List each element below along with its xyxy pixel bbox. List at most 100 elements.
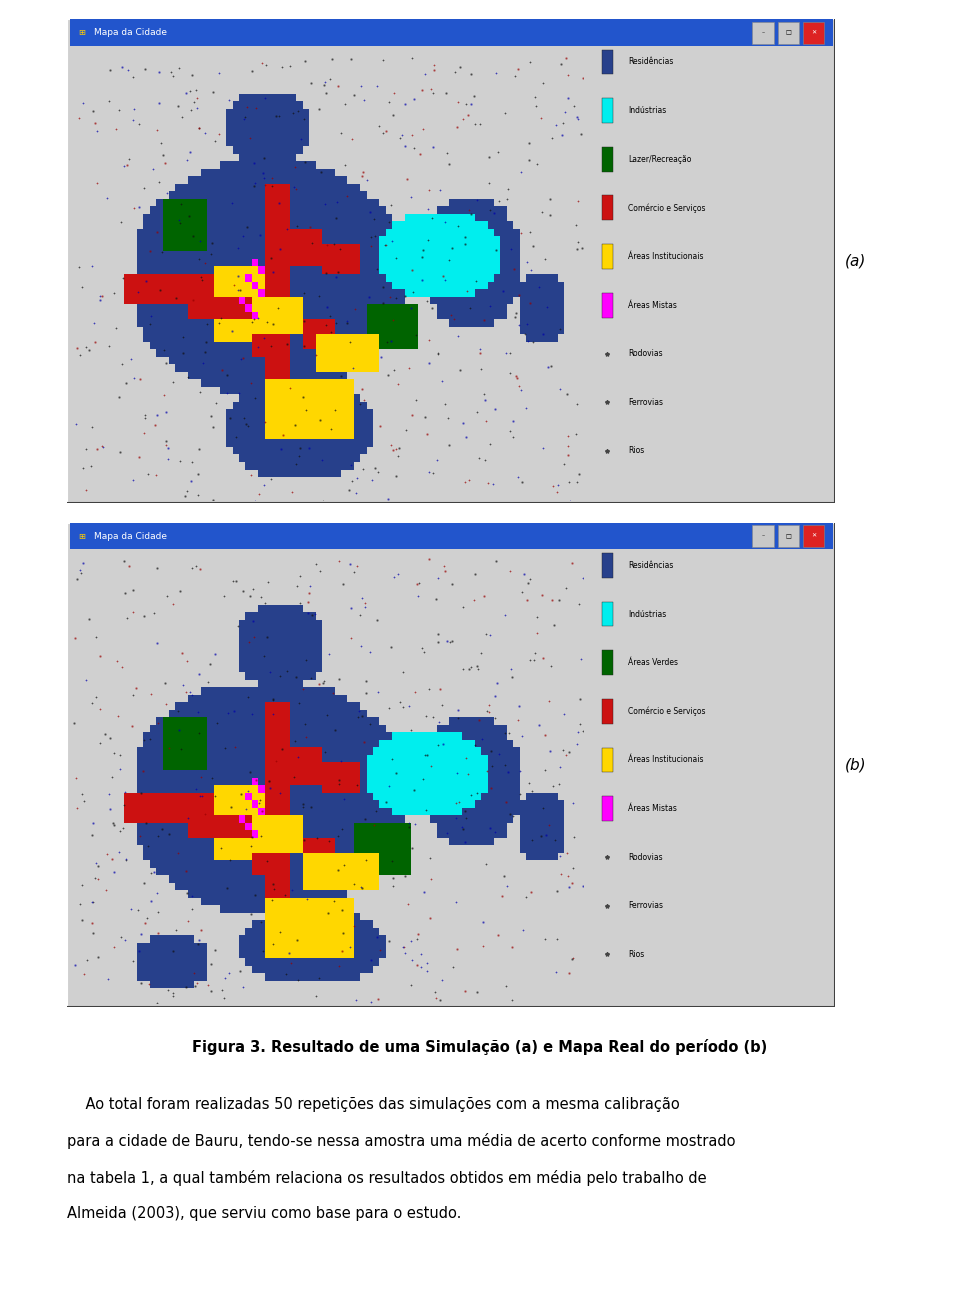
Bar xyxy=(367,942,372,950)
Bar xyxy=(444,747,449,755)
Bar xyxy=(341,740,348,747)
Bar xyxy=(449,724,456,732)
Bar xyxy=(156,973,162,981)
Bar xyxy=(360,777,367,785)
Bar xyxy=(309,695,316,702)
Bar xyxy=(481,252,488,259)
Bar xyxy=(143,221,150,229)
Bar xyxy=(539,327,545,334)
Bar xyxy=(284,724,290,732)
Bar xyxy=(188,800,195,808)
Bar xyxy=(328,718,335,724)
Text: Áreas Mistas: Áreas Mistas xyxy=(628,301,677,310)
Bar xyxy=(411,289,418,297)
Bar xyxy=(386,769,392,777)
Bar xyxy=(545,800,551,808)
Bar xyxy=(284,785,290,793)
Bar xyxy=(232,214,239,221)
Bar xyxy=(213,883,220,891)
Bar xyxy=(475,800,481,808)
Bar xyxy=(539,281,545,289)
Bar xyxy=(507,236,514,244)
Bar xyxy=(322,334,328,342)
Bar xyxy=(354,883,360,891)
Bar xyxy=(437,808,444,815)
Bar xyxy=(213,177,220,183)
Bar xyxy=(258,161,265,169)
Bar xyxy=(372,868,379,875)
Bar xyxy=(297,289,302,297)
Bar xyxy=(430,755,437,763)
Bar xyxy=(444,207,449,214)
Bar xyxy=(284,673,290,680)
Bar xyxy=(507,777,514,785)
Bar xyxy=(341,191,348,199)
Bar xyxy=(176,860,181,868)
Bar xyxy=(176,702,181,710)
Bar xyxy=(169,942,176,950)
Bar xyxy=(354,747,360,755)
Bar xyxy=(252,687,258,695)
Bar xyxy=(507,793,514,800)
Bar xyxy=(316,439,322,447)
Bar xyxy=(475,207,481,214)
Bar xyxy=(290,356,297,364)
Bar xyxy=(239,229,246,236)
Bar xyxy=(265,387,271,394)
Bar xyxy=(372,808,379,815)
Bar xyxy=(277,266,284,274)
Bar xyxy=(220,229,227,236)
Bar xyxy=(181,289,188,297)
Bar xyxy=(232,432,239,439)
Bar xyxy=(258,657,265,665)
Bar xyxy=(150,936,156,942)
Bar xyxy=(277,364,284,372)
Bar xyxy=(297,364,302,372)
Bar xyxy=(405,334,411,342)
Bar xyxy=(290,973,297,981)
Bar xyxy=(201,769,207,777)
Bar xyxy=(213,183,220,191)
Bar xyxy=(551,289,558,297)
Bar xyxy=(169,785,176,793)
Bar xyxy=(392,732,398,740)
Bar xyxy=(220,793,227,800)
Bar xyxy=(290,394,297,402)
Bar xyxy=(494,793,500,800)
Bar xyxy=(239,808,246,815)
Bar xyxy=(386,830,392,838)
Bar xyxy=(213,356,220,364)
Bar xyxy=(367,740,372,747)
Bar xyxy=(265,740,271,747)
Bar xyxy=(328,860,335,868)
Bar xyxy=(162,199,169,207)
Bar xyxy=(258,875,265,883)
Bar xyxy=(341,830,348,838)
Bar xyxy=(372,221,379,229)
Text: –: – xyxy=(761,30,764,35)
Bar xyxy=(494,236,500,244)
Bar xyxy=(341,207,348,214)
Bar xyxy=(246,319,252,327)
Bar xyxy=(302,838,309,846)
Bar xyxy=(69,534,833,537)
Bar xyxy=(232,702,239,710)
Bar xyxy=(284,138,290,146)
Bar xyxy=(271,883,277,891)
Bar xyxy=(405,259,411,266)
Bar xyxy=(258,649,265,657)
Bar xyxy=(271,673,277,680)
Bar xyxy=(271,966,277,973)
Bar xyxy=(290,417,297,425)
Bar xyxy=(348,875,354,883)
Bar xyxy=(386,785,392,793)
Bar xyxy=(271,356,277,364)
Bar xyxy=(271,447,277,454)
Bar xyxy=(258,439,265,447)
Bar xyxy=(143,289,150,297)
Bar xyxy=(488,199,494,207)
Bar xyxy=(284,402,290,409)
Bar xyxy=(246,777,252,785)
Bar xyxy=(220,740,227,747)
Bar xyxy=(462,311,468,319)
